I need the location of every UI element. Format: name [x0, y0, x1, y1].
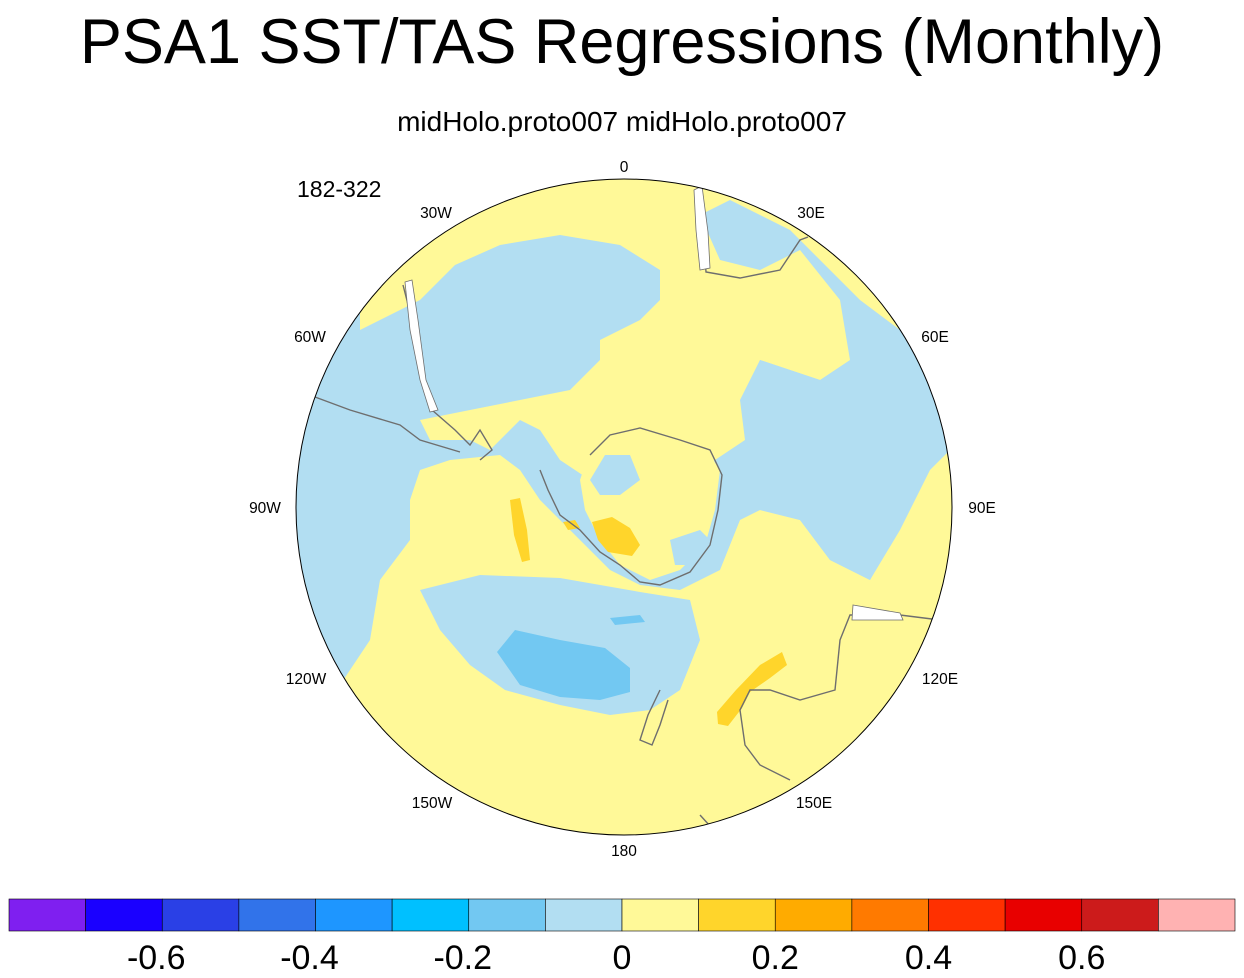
negative-mid-patch-small — [610, 615, 645, 625]
map-border — [295, 178, 953, 836]
colorbar-boxes — [8, 898, 1236, 932]
colorbar-box — [928, 898, 1006, 932]
positive-mid-streak — [510, 498, 530, 562]
colorbar-box — [774, 898, 853, 932]
colorbar-tick-label: -0.6 — [127, 939, 186, 977]
positive-mid-australia — [717, 652, 787, 726]
lon-label-0: 0 — [620, 159, 629, 176]
colorbar-box — [238, 898, 316, 932]
lon-label-150e: 150E — [796, 795, 832, 812]
colorbar-tick-label: -0.4 — [280, 939, 339, 977]
colorbar-box — [545, 898, 623, 932]
colorbar-box — [698, 898, 776, 932]
negative-east-region — [730, 360, 952, 580]
lon-label-120e: 120E — [922, 671, 958, 688]
page-title: PSA1 SST/TAS Regressions (Monthly) — [79, 7, 1165, 77]
colorbar-tick-label: 0.6 — [1058, 939, 1105, 977]
land-edges — [404, 185, 904, 621]
colorbar-box — [851, 898, 929, 932]
subtitle: midHolo.proto007 midHolo.proto007 — [397, 106, 847, 137]
colorbar-tick-label: 0.2 — [752, 939, 799, 977]
lon-label-30e: 30E — [797, 205, 825, 222]
positive-mid-antarctica — [592, 517, 640, 556]
lon-label-90w: 90W — [249, 500, 281, 517]
negative-inner-north — [590, 455, 640, 495]
colorbar-tick-label: 0 — [613, 939, 632, 977]
colorbar-box — [161, 898, 240, 932]
lon-label-180: 180 — [611, 843, 637, 860]
colorbar-tick-label: 0.4 — [905, 939, 952, 977]
positive-region-north — [360, 179, 952, 480]
colorbar-box — [1158, 898, 1236, 932]
colorbar-box — [1081, 898, 1159, 932]
colorbar-box — [8, 898, 86, 932]
lon-label-60w: 60W — [294, 329, 326, 346]
negative-mid-region — [497, 630, 630, 700]
colorbar-labels: -0.6 -0.4 -0.2 0 0.2 0.4 0.6 — [127, 939, 1105, 977]
colorbar-box — [1004, 898, 1083, 932]
lon-label-30w: 30W — [420, 205, 452, 222]
colorbar-box — [391, 898, 470, 932]
colorbar-box — [315, 898, 393, 932]
negative-inner-east — [670, 530, 715, 565]
longitude-labels: 0 30E 60E 90E 120E 150E 180 150W 120W 90… — [249, 159, 996, 860]
lon-label-90e: 90E — [968, 500, 996, 517]
lon-label-150w: 150W — [412, 795, 453, 812]
colorbar-box — [85, 898, 163, 932]
period-label: 182-322 — [297, 176, 382, 202]
lon-label-60e: 60E — [921, 329, 949, 346]
colorbar-tick-label: -0.2 — [433, 939, 492, 977]
map-field — [296, 179, 952, 835]
colorbar-box — [468, 898, 546, 932]
polar-map: 0 30E 60E 90E 120E 150E 180 150W 120W 90… — [249, 159, 996, 860]
colorbar-box — [621, 898, 699, 932]
lon-label-120w: 120W — [286, 671, 327, 688]
